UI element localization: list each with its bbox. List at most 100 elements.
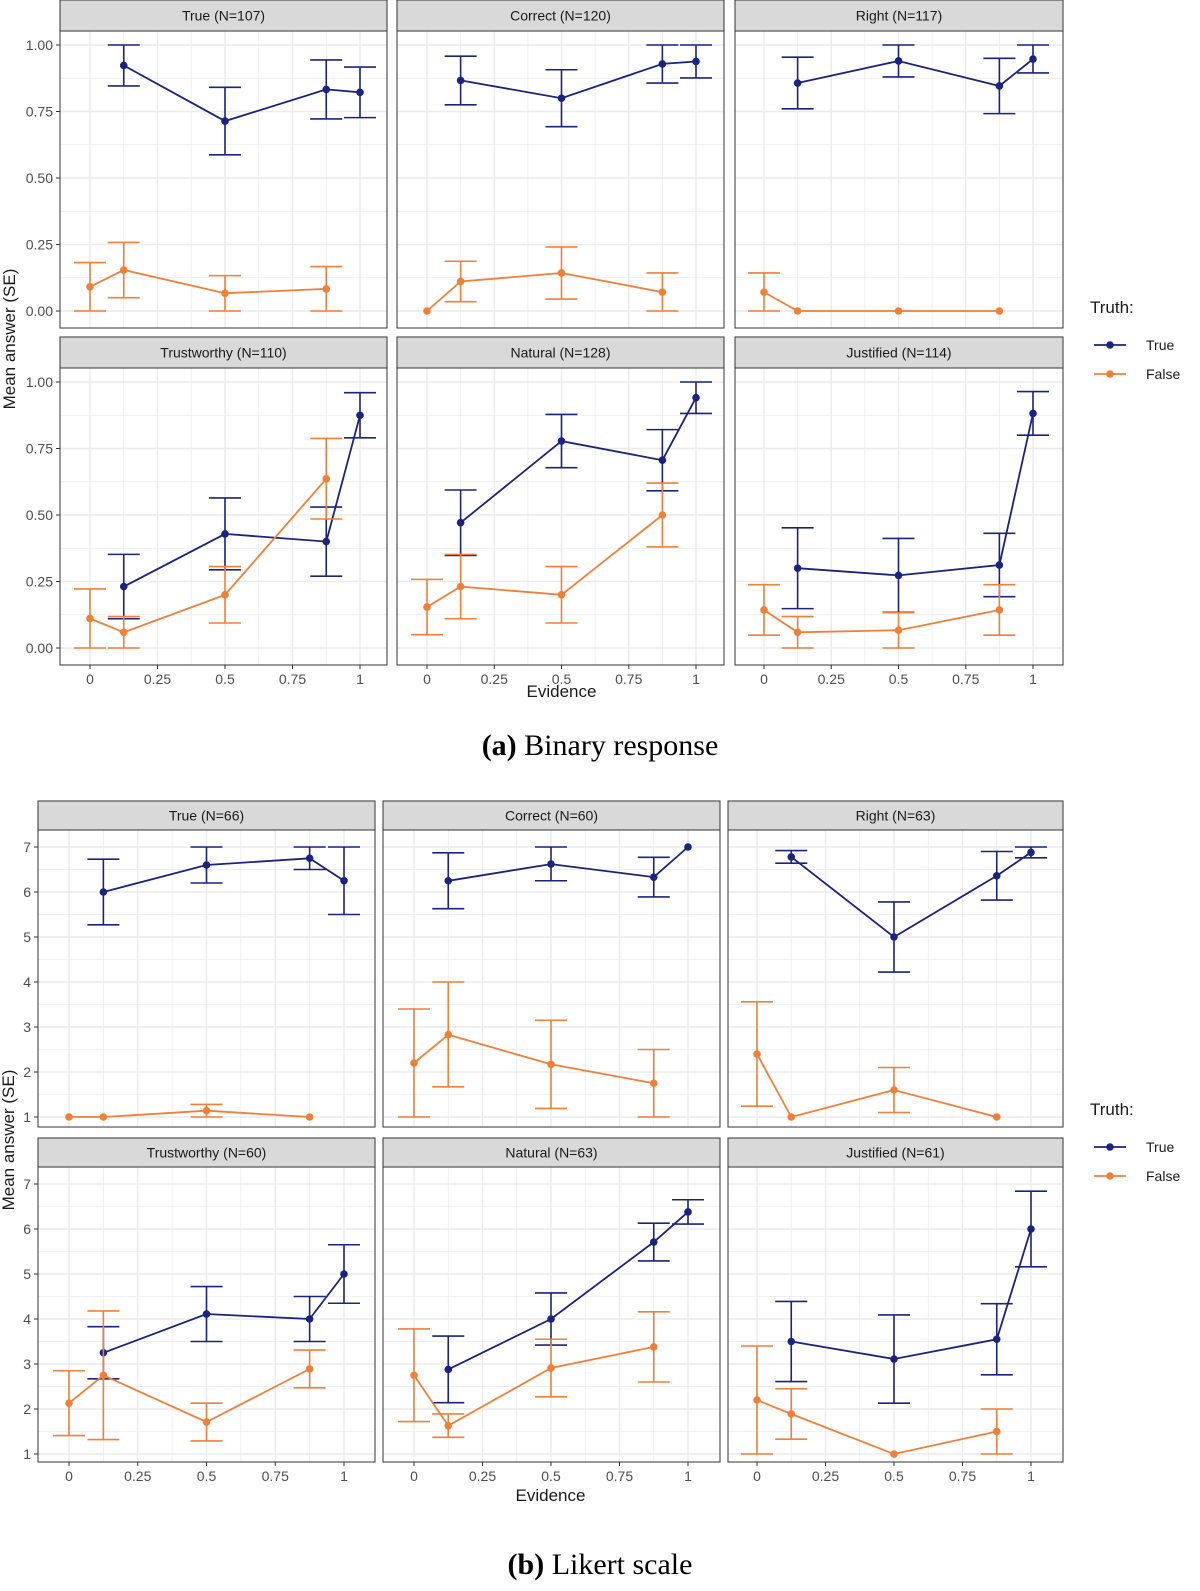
series-false (398, 981, 670, 1118)
x-tick-label: 0 (410, 1468, 418, 1484)
data-point (444, 1421, 453, 1430)
y-tick-label: 6 (23, 1221, 31, 1237)
y-tick-label: 0.75 (26, 441, 53, 457)
x-tick-label: 1 (684, 1468, 692, 1484)
data-point (547, 1060, 555, 1069)
panel-border (37, 829, 376, 1128)
data-point (547, 1315, 555, 1323)
panel-strip (734, 336, 1064, 369)
x-tick-label: 0.25 (812, 1468, 839, 1484)
x-tick-label: 0.75 (606, 1468, 633, 1484)
series-true (444, 44, 712, 128)
data-point (86, 282, 94, 291)
data-point (557, 591, 566, 599)
series-line (413, 1033, 654, 1085)
data-point (322, 85, 331, 94)
series-true (432, 843, 692, 910)
x-tick-label: 0.25 (481, 671, 508, 687)
legend-key-point (1106, 1172, 1114, 1180)
data-point (340, 876, 348, 885)
y-tick-label: 2 (23, 1064, 31, 1080)
x-tick-label: 1 (1029, 671, 1037, 687)
data-point (444, 1030, 453, 1039)
data-point (649, 873, 658, 881)
data-point (890, 1355, 898, 1363)
series-false (53, 1310, 326, 1442)
data-point (456, 76, 465, 85)
panel: Correct (N=60) (382, 800, 721, 1128)
data-point (753, 1396, 761, 1404)
legend-key-point (1106, 370, 1114, 378)
series-true (432, 1198, 704, 1404)
legend: Truth: True False (1090, 298, 1180, 382)
series-true (107, 44, 376, 156)
data-point (305, 1365, 314, 1373)
panel-background (397, 31, 724, 328)
series-line (460, 397, 697, 524)
data-point (995, 606, 1004, 614)
data-point (894, 307, 903, 315)
y-tick-label: 1 (23, 1109, 31, 1125)
panel-strip (734, 0, 1064, 32)
data-point (1029, 55, 1037, 63)
data-point (1027, 1225, 1035, 1233)
data-point (322, 285, 331, 293)
data-point (894, 571, 903, 580)
series-true (781, 44, 1049, 115)
x-tick-label: 0.75 (615, 671, 642, 687)
series-false (748, 583, 1016, 649)
data-point (649, 1343, 658, 1351)
data-point (119, 61, 128, 70)
data-point (658, 288, 667, 296)
panel: Natural (N=63) 0 0.25 0.5 0.75 1 (382, 1137, 721, 1484)
legend-label: False (1146, 1168, 1180, 1184)
data-point (202, 861, 211, 869)
series-true (775, 1190, 1047, 1404)
data-point (322, 475, 331, 483)
series-false (74, 437, 343, 649)
x-axis-title: Evidence (527, 682, 597, 701)
data-point (557, 94, 566, 102)
series-true (775, 846, 1047, 973)
panel-background (397, 368, 724, 665)
series-true (87, 846, 360, 926)
data-point (793, 307, 802, 315)
data-point (557, 269, 566, 277)
data-point (456, 518, 465, 527)
data-point (547, 1364, 555, 1372)
y-tick-label: 0.75 (26, 104, 53, 120)
panel-border (59, 367, 388, 666)
x-tick-label: 0 (86, 671, 94, 687)
panel-strip (727, 1137, 1064, 1168)
x-axis-title: Evidence (516, 1486, 586, 1505)
data-point (658, 511, 667, 519)
panel-background (60, 368, 387, 665)
data-point (444, 876, 453, 885)
data-point (692, 393, 700, 402)
x-tick-label: 0.25 (144, 671, 171, 687)
y-tick-label: 7 (23, 839, 31, 855)
panel-border (396, 30, 725, 329)
x-tick-label: 0.25 (469, 1468, 496, 1484)
data-point (305, 854, 314, 863)
data-point (410, 1371, 418, 1380)
data-point (992, 1335, 1001, 1344)
series-line (756, 1053, 998, 1119)
panel-title: Natural (N=63) (505, 1145, 597, 1161)
panel-border (59, 30, 388, 329)
y-tick-label: 4 (23, 974, 31, 990)
series-line (123, 64, 361, 123)
panel-strip (37, 1137, 376, 1168)
data-point (684, 843, 692, 851)
series-line (103, 857, 345, 893)
data-point (995, 561, 1004, 569)
panel: Natural (N=128) 0 0.25 0.5 0.75 1 (396, 336, 725, 687)
x-tick-label: 0.5 (215, 671, 235, 687)
y-tick-label: 0.50 (26, 170, 53, 186)
panel: Trustworthy (N=110)0.000.250.500.751.000… (26, 336, 388, 687)
series-true (444, 381, 712, 557)
data-point (995, 307, 1004, 315)
series-false (74, 241, 343, 312)
panel-title: Justified (N=114) (846, 345, 951, 361)
data-point (65, 1399, 73, 1407)
